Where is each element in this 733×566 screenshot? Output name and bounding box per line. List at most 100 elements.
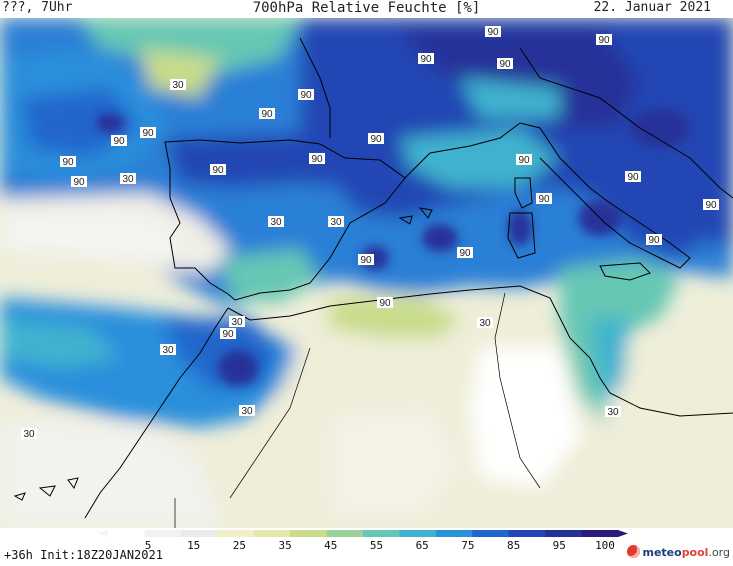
contour-label: 90: [259, 108, 275, 120]
contour-label: 30: [239, 405, 255, 417]
forecast-date: 22. Januar 2021: [593, 0, 711, 15]
header-bar: ???, 7Uhr 700hPa Relative Feuchte [%] 22…: [0, 0, 733, 18]
colorbar-min-arrow: [98, 530, 108, 537]
svg-text:90: 90: [518, 155, 530, 166]
colorbar-segment: [545, 530, 583, 537]
humidity-cores: [96, 108, 690, 386]
svg-text:90: 90: [705, 200, 717, 211]
colorbar-tick: 100: [595, 539, 615, 552]
contour-label: 90: [309, 153, 325, 165]
brand-pool: pool: [681, 546, 709, 559]
colorbar-tick: 5: [144, 539, 152, 552]
svg-text:90: 90: [142, 128, 154, 139]
svg-text:90: 90: [459, 248, 471, 259]
contour-label: 30: [328, 216, 344, 228]
svg-text:90: 90: [113, 136, 125, 147]
contour-label: 90: [485, 26, 501, 38]
colorbar-tick: 15: [187, 539, 201, 552]
colorbar-tick: 85: [506, 539, 521, 552]
contour-label: 90: [625, 171, 641, 183]
svg-text:90: 90: [499, 59, 511, 70]
colorbar-segment: [581, 530, 619, 537]
contour-label: 90: [220, 328, 236, 340]
contour-label: 90: [536, 193, 552, 205]
colorbar-max-arrow: [618, 530, 628, 537]
forecast-weekday-label: ???, 7Uhr: [2, 0, 73, 15]
humidity-colorbar: [98, 530, 628, 537]
contour-label: 90: [140, 127, 156, 139]
colorbar-segment: [508, 530, 546, 537]
svg-text:90: 90: [62, 157, 74, 168]
colorbar-segment: [472, 530, 510, 537]
svg-text:90: 90: [261, 109, 273, 120]
colorbar-tick: 95: [552, 539, 566, 552]
colorbar-segment: [290, 530, 328, 537]
svg-text:90: 90: [212, 165, 224, 176]
brand-logo[interactable]: meteopool.org: [627, 545, 730, 559]
colorbar-tick: 35: [278, 539, 292, 552]
footer-bar: 5 15 25 35 45 55 65 75 85 95 100 +36h Init:18Z20JA…: [0, 528, 733, 566]
svg-text:30: 30: [241, 406, 253, 417]
contour-label: 90: [71, 176, 87, 188]
colorbar-tick: 25: [232, 539, 247, 552]
colorbar-segment: [326, 530, 364, 537]
contour-label: 30: [170, 79, 186, 91]
contour-label: 90: [60, 156, 76, 168]
colorbar-segment: [363, 530, 400, 537]
colorbar-segment: [217, 530, 255, 537]
colorbar-segment: [180, 530, 218, 537]
contour-label: 90: [210, 164, 226, 176]
contour-label: 30: [229, 316, 245, 328]
colorbar-segment: [435, 530, 473, 537]
svg-text:90: 90: [420, 54, 432, 65]
colorbar-tick: 55: [369, 539, 384, 552]
contour-label: 90: [596, 34, 612, 46]
svg-text:90: 90: [487, 27, 499, 38]
svg-text:30: 30: [122, 174, 134, 185]
colorbar-tick: 75: [461, 539, 475, 552]
contour-label: 90: [298, 89, 314, 101]
svg-text:90: 90: [627, 172, 639, 183]
colorbar-segment: [144, 530, 182, 537]
map-title: 700hPa Relative Feuchte [%]: [252, 0, 481, 16]
svg-text:90: 90: [222, 329, 234, 340]
colorbar-tick: 65: [415, 539, 429, 552]
contour-label: 90: [497, 58, 513, 70]
contour-label: 30: [160, 344, 176, 356]
svg-text:90: 90: [648, 235, 660, 246]
run-info: +36h Init:18Z20JAN2021: [4, 548, 163, 562]
contour-label: 30: [120, 173, 136, 185]
brand-org: .org: [708, 546, 730, 559]
svg-text:30: 30: [23, 429, 35, 440]
svg-text:90: 90: [379, 298, 391, 309]
contour-label: 30: [605, 406, 621, 418]
contour-label: 90: [368, 133, 384, 145]
svg-text:30: 30: [270, 217, 282, 228]
contour-label: 90: [703, 199, 719, 211]
coastlines: [13, 37, 733, 528]
svg-text:30: 30: [479, 318, 491, 329]
svg-text:90: 90: [73, 177, 85, 188]
contour-label: 90: [457, 247, 473, 259]
contour-label: 90: [377, 297, 393, 309]
svg-text:30: 30: [607, 407, 619, 418]
svg-text:90: 90: [360, 255, 372, 266]
svg-text:30: 30: [172, 80, 184, 91]
svg-text:90: 90: [311, 154, 323, 165]
contour-label: 90: [111, 135, 127, 147]
contour-label: 90: [358, 254, 374, 266]
colorbar-segment: [108, 530, 145, 537]
svg-text:90: 90: [538, 194, 550, 205]
contour-label: 90: [646, 234, 662, 246]
contour-label: 30: [268, 216, 284, 228]
svg-text:90: 90: [598, 35, 610, 46]
contour-label: 90: [516, 154, 532, 166]
svg-text:30: 30: [231, 317, 243, 328]
svg-text:30: 30: [162, 345, 174, 356]
svg-text:30: 30: [330, 217, 342, 228]
svg-text:90: 90: [300, 90, 312, 101]
contour-label: 30: [477, 317, 493, 329]
logo-icon: [627, 545, 641, 558]
